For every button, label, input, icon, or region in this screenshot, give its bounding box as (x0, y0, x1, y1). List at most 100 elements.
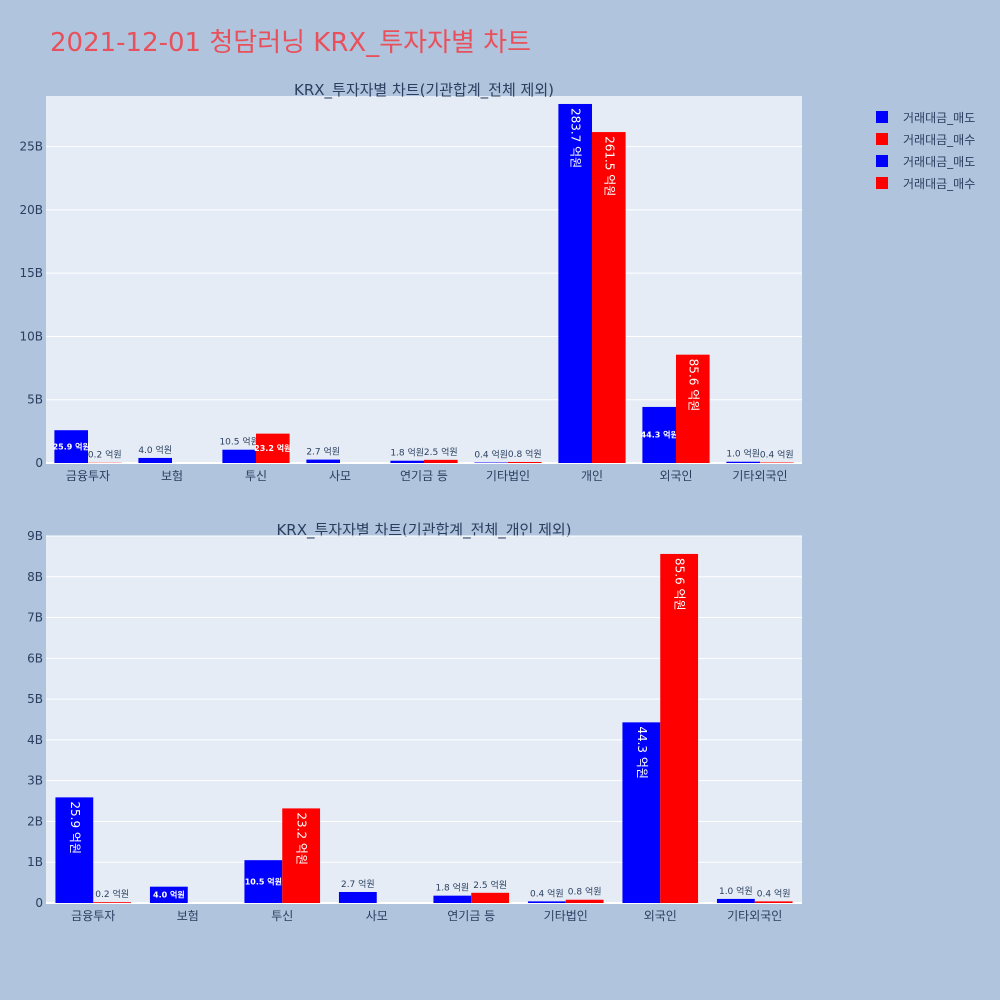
bar-buy (508, 461, 542, 463)
y-tick-label: 10B (19, 329, 43, 343)
bar-buy (565, 899, 604, 903)
bar-sell (55, 797, 94, 903)
data-label: 0.2 억원 (88, 449, 122, 461)
legend-item-sell-1[interactable]: 거래대금_매도 (876, 106, 975, 128)
legend: 거래대금_매도 거래대금_매수 거래대금_매도 거래대금_매수 (876, 106, 975, 194)
data-label: 0.4 억원 (530, 887, 564, 899)
bar-buy (754, 901, 793, 903)
y-tick-label: 3B (27, 774, 43, 788)
bar-sell (138, 457, 172, 463)
y-tick-label: 5B (27, 393, 43, 407)
data-label: 283.7 억원 (569, 108, 583, 168)
y-tick-label: 0 (35, 456, 43, 470)
y-tick-label: 25B (19, 140, 43, 154)
bar-buy (676, 354, 710, 463)
data-label: 44.3 억원 (635, 726, 649, 779)
y-tick-label: 2B (27, 814, 43, 828)
y-tick-label: 1B (27, 855, 43, 869)
y-tick-label: 7B (27, 611, 43, 625)
legend-item-buy-2[interactable]: 거래대금_매수 (876, 172, 975, 194)
bar-sell (474, 462, 508, 463)
data-label: 4.0 억원 (138, 444, 172, 456)
x-tick-label: 개인 (581, 469, 603, 483)
x-tick-label: 기타법인 (486, 469, 530, 483)
x-tick-label: 기타법인 (544, 909, 588, 923)
bar-sell (527, 901, 566, 903)
y-tick-label: 6B (27, 651, 43, 665)
chart-2: KRX_투자자별 차트(기관합계_전체_개인 제외) 0 1B 2B 3B 4B 5B 6B 7… (27, 521, 802, 923)
bar-sell (338, 891, 377, 903)
data-label: 1.8 억원 (435, 882, 469, 894)
data-label: 23.2 억원 (254, 443, 291, 453)
data-label: 4.0 억원 (153, 890, 185, 900)
page-title: 2021-12-01 청담러닝 KRX_투자자별 차트 (50, 28, 532, 58)
bar-sell (390, 460, 424, 463)
bar-buy (592, 132, 626, 463)
legend-swatch (876, 111, 888, 123)
legend-item-buy-1[interactable]: 거래대금_매수 (876, 128, 975, 150)
x-tick-label: 금융투자 (66, 469, 110, 483)
y-tick-label: 15B (19, 266, 43, 280)
legend-swatch (876, 177, 888, 189)
data-label: 10.5 억원 (245, 876, 282, 886)
x-tick-label: 투신 (271, 909, 293, 923)
legend-label: 거래대금_매수 (903, 132, 976, 147)
data-label: 2.5 억원 (424, 446, 458, 458)
bar-buy (424, 459, 458, 463)
x-tick-label: 사모 (366, 909, 388, 923)
data-label: 261.5 억원 (602, 136, 616, 196)
x-tick-label: 보험 (161, 469, 183, 483)
y-tick-label: 0 (35, 896, 43, 910)
x-tick-label: 연기금 등 (447, 909, 495, 923)
data-label: 2.7 억원 (306, 446, 340, 458)
chart-1: KRX_투자자별 차트(기관합계_전체 제외) 0 5B 10B 15B 20B 25B 금융… (19, 81, 802, 483)
legend-label: 거래대금_매도 (903, 110, 976, 125)
x-tick-label: 기타외국인 (727, 909, 782, 923)
data-label: 23.2 억원 (295, 812, 309, 865)
bar-sell (149, 886, 188, 903)
data-label: 25.9 억원 (68, 801, 82, 854)
data-label: 1.0 억원 (726, 448, 760, 460)
y-tick-label: 20B (19, 203, 43, 217)
y-tick-label: 9B (27, 529, 43, 543)
data-label: 1.8 억원 (390, 447, 424, 459)
bar-buy (760, 462, 794, 463)
bar-sell (433, 895, 472, 903)
bar-sell (558, 103, 592, 464)
bar-sell (726, 461, 760, 463)
bar-buy (282, 808, 321, 903)
bar-buy (256, 433, 290, 463)
data-label: 10.5 억원 (219, 436, 258, 448)
legend-item-sell-2[interactable]: 거래대금_매도 (876, 150, 975, 172)
data-label: 25.9 억원 (53, 441, 90, 451)
legend-label: 거래대금_매수 (903, 176, 976, 191)
legend-label: 거래대금_매도 (903, 154, 976, 169)
bar-sell (306, 459, 340, 463)
legend-swatch (876, 133, 888, 145)
data-label: 0.2 억원 (95, 888, 129, 900)
bar-sell (716, 898, 755, 903)
data-label: 85.6 억원 (686, 359, 700, 412)
x-tick-label: 연기금 등 (400, 469, 448, 483)
bar-sell (622, 722, 661, 903)
data-label: 2.7 억원 (341, 878, 375, 890)
bar-buy (471, 892, 510, 903)
data-label: 0.4 억원 (757, 887, 791, 899)
chart-title: KRX_투자자별 차트(기관합계_전체 제외) (294, 81, 554, 100)
data-label: 0.8 억원 (508, 448, 542, 460)
data-label: 0.4 억원 (474, 448, 508, 460)
x-tick-label: 기타외국인 (732, 469, 787, 483)
x-tick-label: 투신 (245, 469, 267, 483)
data-label: 2.5 억원 (473, 879, 507, 891)
data-label: 1.0 억원 (719, 885, 753, 897)
x-tick-label: 금융투자 (71, 909, 115, 923)
data-label: 44.3 억원 (641, 430, 678, 440)
x-tick-label: 외국인 (644, 909, 677, 923)
legend-swatch (876, 155, 888, 167)
y-tick-label: 4B (27, 733, 43, 747)
y-tick-label: 8B (27, 570, 43, 584)
bar-sell (642, 406, 676, 463)
x-tick-label: 보험 (177, 909, 199, 923)
bar-sell (54, 430, 88, 463)
